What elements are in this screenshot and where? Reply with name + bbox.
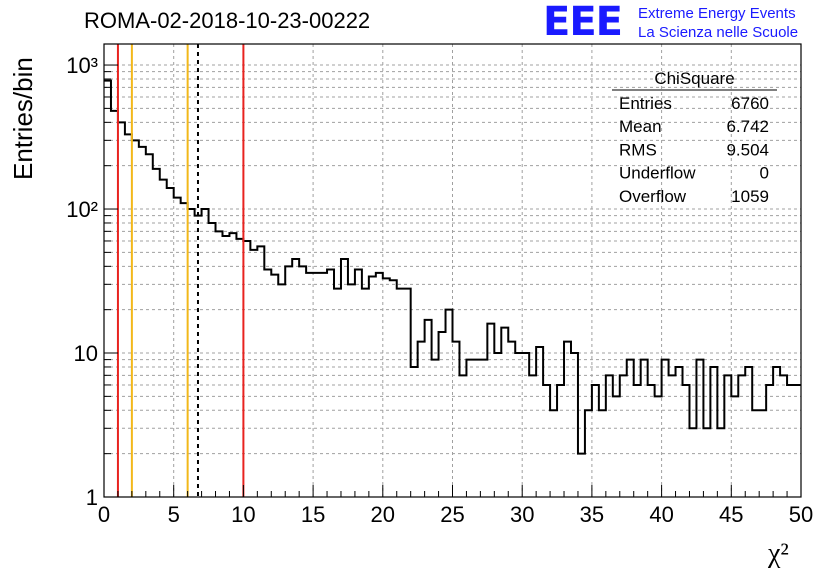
stats-value: 1059 <box>731 187 769 206</box>
stats-value: 0 <box>760 164 769 183</box>
x-axis-label: χ² <box>768 538 789 569</box>
marker-lines <box>116 44 245 497</box>
tick-layer: 0 5 10 15 20 25 30 35 40 45 50 1 10 10² 10³ <box>66 53 813 527</box>
stats-label: Mean <box>619 117 662 136</box>
stats-box: ChiSquare Entries 6760 Mean 6.742 RMS 9.504 Und… <box>612 69 777 206</box>
x-tick-label: 15 <box>301 502 325 527</box>
x-tick-label: 50 <box>789 502 813 527</box>
y-tick-label: 10 <box>74 341 98 366</box>
stats-label: Overflow <box>619 187 687 206</box>
x-tick-label: 40 <box>649 502 673 527</box>
grid-layer <box>104 44 801 497</box>
eee-logo-text: Extreme Energy Events La Scienza nelle S… <box>638 4 798 42</box>
stats-value: 6.742 <box>726 117 769 136</box>
y-tick-label: 10³ <box>66 53 98 78</box>
stats-value: 9.504 <box>726 140 769 159</box>
stats-label: Underflow <box>619 164 696 183</box>
stats-value: 6760 <box>731 94 769 113</box>
x-tick-label: 30 <box>510 502 534 527</box>
stats-label: RMS <box>619 140 657 159</box>
x-tick-label: 45 <box>719 502 743 527</box>
histogram-layer <box>104 79 801 455</box>
x-tick-label: 10 <box>231 502 255 527</box>
histogram-title: ROMA-02-2018-10-23-00222 <box>84 8 371 33</box>
y-axis-label: Entries/bin <box>8 57 38 180</box>
x-tick-label: 20 <box>371 502 395 527</box>
stats-name: ChiSquare <box>654 69 734 88</box>
x-tick-label: 35 <box>580 502 604 527</box>
logo-line-1: Extreme Energy Events <box>638 5 796 22</box>
x-tick-label: 0 <box>98 502 110 527</box>
x-tick-label: 25 <box>440 502 464 527</box>
logo-line-2: La Scienza nelle Scuole <box>638 24 799 41</box>
eee-logo: EEE <box>543 0 623 45</box>
y-tick-label: 1 <box>86 485 98 510</box>
histogram-steps <box>104 79 801 455</box>
stats-label: Entries <box>619 94 672 113</box>
y-tick-label: 10² <box>66 197 98 222</box>
x-tick-label: 5 <box>168 502 180 527</box>
